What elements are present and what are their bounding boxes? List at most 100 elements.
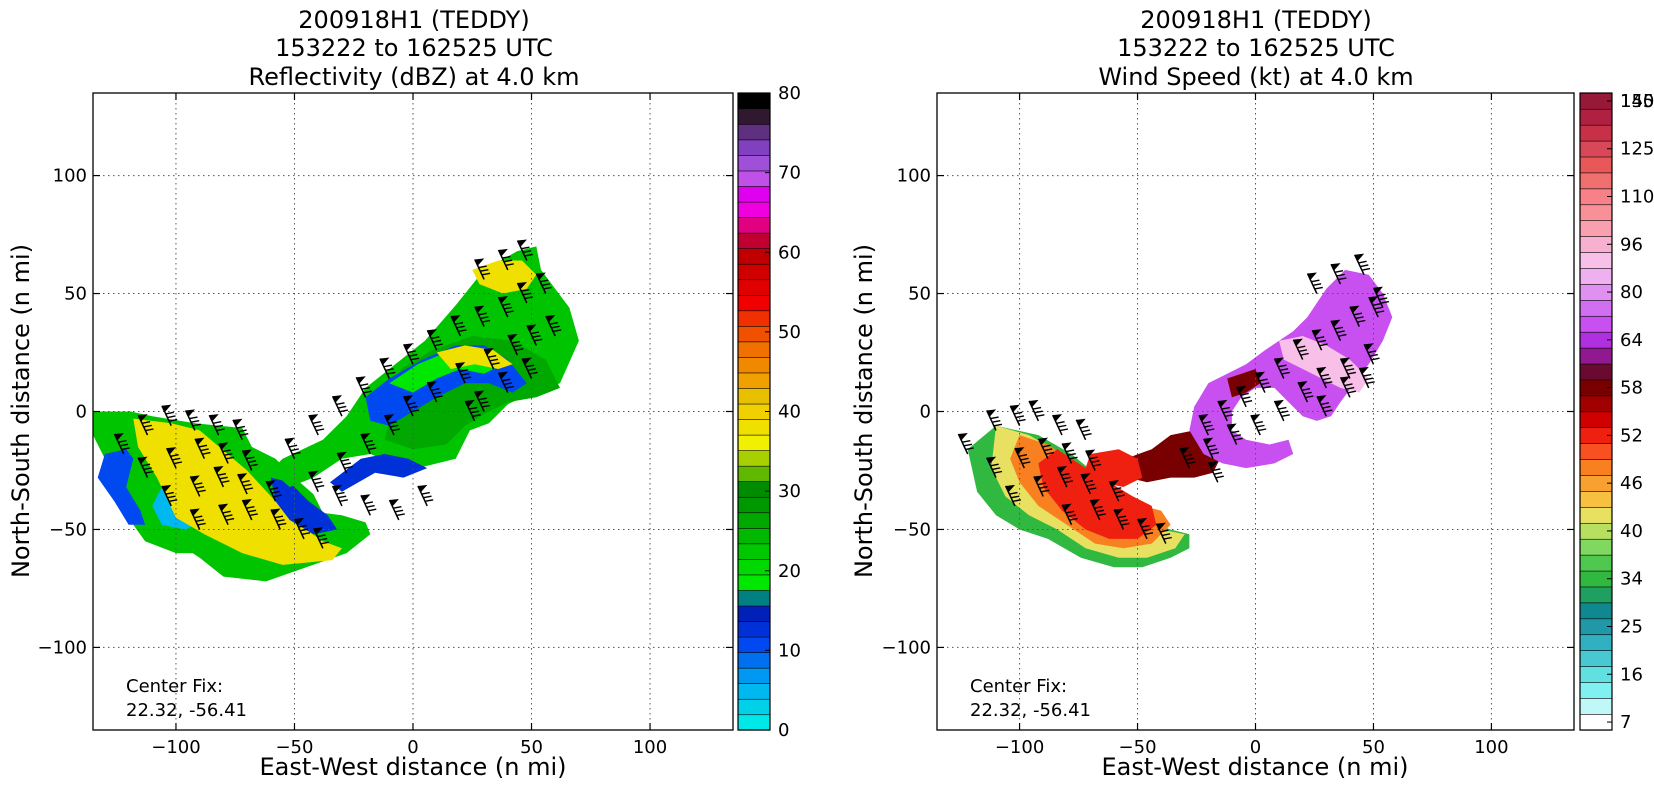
wind-barb-49 [360,494,377,516]
colorbar-swatch-33 [737,201,771,218]
wind-barb-43 [545,314,562,337]
wind-barb-4 [1052,414,1069,436]
wind-barb-29 [1349,305,1366,327]
wind-barb-8 [1037,437,1055,460]
colorbar-swatch-30 [737,248,771,265]
colorbar-swatch-27 [737,294,771,312]
colorbar-swatch-29 [1579,251,1613,269]
colorbar-swatch-11 [1579,538,1613,556]
wind-barb-7 [166,447,183,469]
wind-barb-42 [1372,286,1390,309]
wind-barb-52 [474,390,491,412]
wind-barb-33 [535,272,552,294]
wind-barb-46 [516,239,533,261]
wind-barb-14 [1080,473,1097,495]
reflectivity-panel: 200918H1 (TEDDY) 153222 to 162525 UTC Re… [7,6,801,781]
wind-barb-17 [1089,498,1106,521]
y-tick-label-2: 0 [920,402,931,423]
grid [937,93,1574,730]
colorbar-swatch-1 [1579,697,1613,715]
x-tick-label-4: 100 [633,737,667,758]
colorbar-swatch-29 [737,263,771,281]
wind-barb-15 [1108,480,1125,502]
colorbar-swatch-5 [1579,634,1613,651]
wind-barbs [957,253,1390,544]
wind-barb-23 [308,414,325,436]
wind-barb-51 [417,484,434,507]
y-axis-label: North-South distance (n mi) [7,244,35,578]
colorbar-swatch-40 [737,92,771,110]
wind-barb-39 [1306,272,1323,294]
colorbar-swatch-16 [737,465,771,483]
colorbar-swatch-34 [1579,172,1613,190]
colorbar-swatch-17 [1579,443,1613,460]
field-region-3 [133,418,342,565]
wind-barb-32 [516,281,533,304]
colorbar-swatch-19 [737,418,771,436]
grid [93,93,733,730]
wind-barb-2 [161,404,178,427]
colorbar-tick-label-8: 80 [778,83,801,104]
wind-barb-20 [294,517,311,540]
wind-barb-35 [1297,381,1314,403]
wind-barb-27 [403,343,420,365]
colorbar-swatch-18 [737,434,771,451]
wind-barb-6 [137,456,154,478]
x-tick-label-3: 50 [520,737,543,758]
colorbar-swatch-38 [737,123,771,141]
field-region-9 [436,345,513,369]
wind-barb-26 [1292,338,1309,360]
wind-barb-3 [184,409,202,431]
chart-title-line1: 200918H1 (TEDDY) [1140,6,1371,34]
wind-barb-44 [474,258,491,280]
wind-barb-21 [312,527,330,549]
colorbar-swatch-7 [1579,602,1613,620]
axis-ticks: −100 −50 0 50 100 −100 −50 0 50 100 [38,93,733,758]
colorbar-swatch-31 [1579,220,1613,237]
wind-barb-23 [1236,385,1253,408]
colorbar-tick-label-5: 50 [778,322,801,343]
wind-barb-25 [355,376,372,398]
wind-barb-31 [1203,437,1220,460]
colorbar-swatch-23 [737,356,771,374]
field-region-11 [330,454,428,492]
axis-ticks: −100 −50 0 50 100 −100 −50 0 50 100 [882,93,1574,758]
x-axis-label: East-West distance (n mi) [259,753,566,781]
wind-barb-15 [265,480,282,502]
wind-barb-16 [1061,503,1078,526]
wind-barb-9 [1061,442,1078,464]
wind-barb-43 [1316,395,1333,417]
wind-barb-36 [1316,366,1333,389]
wind-barb-4 [208,414,225,436]
wind-barb-40 [1330,263,1347,285]
colorbar-swatch-8 [1579,586,1613,604]
colorbar-swatch-14 [737,496,771,514]
x-tick-label-4: 100 [1474,737,1508,758]
colorbar-tick-label-13: 140 [1620,91,1654,112]
center-fix-label: Center Fix: [126,676,223,697]
wind-speed-field [967,269,1393,568]
colorbar-swatch-4 [737,652,771,669]
wind-barb-6 [986,456,1003,478]
field-region-8 [1227,369,1261,398]
wind-barb-42 [526,324,543,346]
y-axis-label: North-South distance (n mi) [850,244,878,578]
wind-barb-37 [1339,357,1357,379]
wind-barb-14 [237,473,254,495]
colorbar-swatch-7 [737,605,771,622]
wind-barb-54 [521,357,538,379]
wind-barb-27 [1311,329,1328,351]
colorbar-tick-label-7: 70 [778,163,801,184]
wind-barb-0 [957,432,974,455]
colorbar-tick-label-9: 80 [1620,282,1643,303]
wind-barb-7 [1014,447,1031,469]
colorbar-tick-label-10: 96 [1620,234,1643,255]
colorbar-swatch-15 [737,481,771,498]
wind-barb-17 [218,503,235,526]
wind-barb-8 [194,437,211,460]
wind-barb-48 [331,484,349,507]
colorbar-swatch-2 [737,683,771,700]
chart-title-line1: 200918H1 (TEDDY) [298,6,529,34]
y-tick-label-1: −50 [49,519,87,540]
wind-barb-41 [1354,253,1371,276]
